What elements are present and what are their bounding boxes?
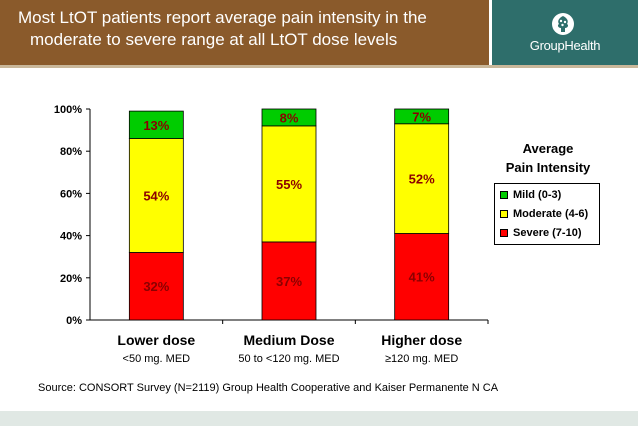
legend-item-moderate: Moderate (4-6) [500,206,588,222]
legend-label-mild: Mild (0-3) [513,189,562,201]
logo-text: GroupHealth [529,38,601,53]
data-label: 54% [143,189,169,204]
header-divider [0,65,638,68]
data-label: 52% [409,172,435,187]
legend-title: Average Pain Intensity [486,139,610,177]
bar-segment-mild [394,108,450,125]
legend-swatch-mild [500,191,508,199]
title-line-2: moderate to severe range at all LtOT dos… [30,30,398,49]
legend-item-mild: Mild (0-3) [500,187,561,203]
data-label: 41% [409,270,435,285]
footer-band [0,411,638,426]
bar-segment-severe [394,233,450,321]
bar-segment-severe [128,252,184,321]
x-category-label: Medium Dose [243,332,334,348]
legend-item-severe: Severe (7-10) [500,225,582,241]
bar-segment-mild [128,110,184,139]
bar-segment-moderate [394,123,450,234]
y-tick-label: 40% [60,231,82,243]
data-label: 32% [143,279,169,294]
x-category-label: Higher dose [381,332,462,348]
data-label: 55% [276,177,302,192]
x-category-label: Lower dose [117,332,195,348]
legend-label-moderate: Moderate (4-6) [513,208,589,220]
data-label: 8% [280,110,299,125]
source-note: Source: CONSORT Survey (N=2119) Group He… [38,382,499,394]
legend-swatch-severe [500,229,508,237]
bar-segment-mild [261,108,317,127]
legend-title-line-1: Average [522,141,574,156]
title-line-1: Most LtOT patients report average pain i… [18,8,427,27]
bar-segment-severe [261,241,317,321]
legend-title-line-2: Pain Intensity [505,160,591,175]
x-category-sublabel: <50 mg. MED [123,353,191,365]
x-category-sublabel: 50 to <120 mg. MED [238,353,339,365]
y-tick-label: 80% [60,146,82,158]
group-health-logo: GroupHealth [492,0,638,65]
legend-label-severe: Severe (7-10) [513,227,582,239]
data-label: 13% [143,118,169,133]
slide-title: Most LtOT patients report average pain i… [0,0,489,65]
bar-segment-moderate [128,138,184,253]
x-category-sublabel: ≥120 mg. MED [385,353,458,365]
chart-legend: Mild (0-3) Moderate (4-6) Severe (7-10) [494,183,600,245]
data-label: 37% [276,274,302,289]
y-tick-label: 100% [54,104,82,116]
slide-header: Most LtOT patients report average pain i… [0,0,638,69]
y-tick-label: 20% [60,273,82,285]
data-label: 7% [412,109,431,124]
legend-swatch-moderate [500,210,508,218]
y-tick-label: 0% [66,315,82,327]
y-tick-label: 60% [60,188,82,200]
group-health-tree-icon [552,13,574,35]
